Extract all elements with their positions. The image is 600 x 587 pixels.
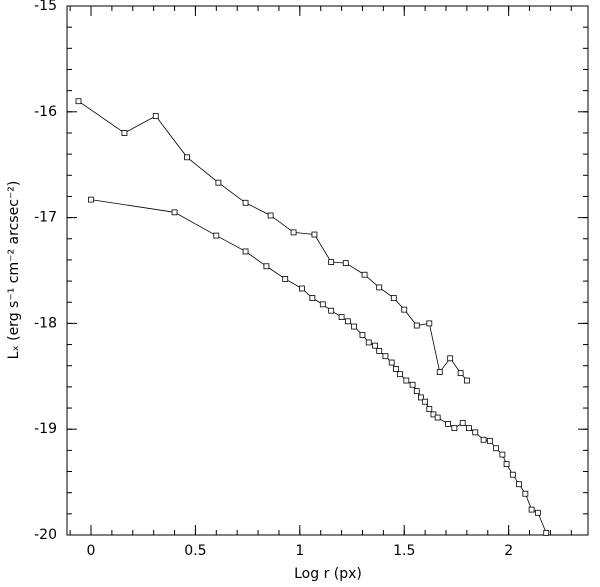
data-point	[382, 353, 389, 360]
x-tick-label: 1	[295, 543, 304, 559]
x-axis-label: Log r (px)	[294, 566, 362, 582]
data-point	[447, 355, 454, 362]
data-point	[152, 113, 159, 119]
data-point	[418, 394, 424, 401]
data-point	[543, 529, 550, 536]
x-tick-label: 2	[504, 543, 513, 559]
data-point	[401, 306, 408, 313]
data-point	[309, 295, 316, 301]
series-line	[90, 199, 547, 534]
data-point	[359, 332, 366, 338]
data-point	[392, 365, 399, 372]
data-point	[480, 436, 487, 443]
data-point	[436, 369, 443, 375]
data-point	[457, 370, 464, 377]
y-tick-label: -18	[34, 315, 57, 331]
data-point	[528, 506, 535, 513]
data-point	[388, 359, 395, 366]
data-point	[430, 411, 437, 418]
data-point	[282, 276, 289, 282]
data-point	[426, 320, 433, 327]
data-point	[328, 307, 335, 314]
data-point	[409, 381, 416, 388]
data-point	[390, 295, 397, 301]
data-point	[338, 314, 345, 320]
data-point	[311, 231, 318, 238]
y-axis-label: Lₓ (erg s⁻¹ cm⁻² arcsec⁻²)	[6, 181, 22, 360]
data-point	[171, 209, 178, 216]
data-point	[184, 154, 190, 161]
data-point	[376, 348, 383, 354]
x-tick-label: 0.5	[184, 543, 206, 559]
data-point	[361, 271, 368, 278]
data-point	[463, 377, 470, 384]
data-point	[434, 414, 441, 421]
data-point	[472, 429, 479, 436]
data-point	[445, 421, 451, 427]
data-point	[503, 461, 510, 468]
data-point	[299, 285, 305, 292]
y-tick-label: -20	[34, 527, 57, 543]
data-point	[213, 232, 220, 239]
x-tick-label: 0	[87, 543, 96, 559]
data-point	[499, 451, 506, 458]
data-point	[365, 339, 372, 346]
data-point	[242, 199, 249, 206]
data-point	[121, 130, 128, 136]
data-point	[534, 509, 541, 516]
data-point	[516, 481, 522, 488]
data-point	[88, 196, 94, 203]
data-point	[451, 425, 458, 432]
y-tick-label: -17	[34, 210, 57, 226]
data-point	[328, 259, 335, 265]
data-point	[75, 98, 82, 105]
data-point	[319, 301, 326, 308]
series-line	[78, 100, 468, 381]
data-point	[215, 179, 222, 186]
data-point	[403, 377, 410, 384]
data-point	[413, 322, 420, 329]
x-tick-label: 1.5	[393, 543, 415, 559]
data-point	[522, 490, 529, 497]
data-point	[372, 342, 378, 349]
data-point	[344, 318, 351, 325]
y-tick-label: -16	[34, 104, 57, 120]
data-point	[413, 388, 420, 395]
data-point	[486, 437, 493, 444]
data-point	[493, 445, 500, 452]
data-point	[242, 248, 249, 255]
data-point	[509, 471, 516, 478]
y-tick-label: -19	[34, 421, 57, 437]
data-point	[397, 371, 403, 378]
data-point	[422, 398, 429, 405]
data-point	[290, 229, 297, 236]
data-point	[466, 425, 472, 432]
data-point	[376, 284, 383, 291]
data-point	[342, 260, 349, 266]
data-point	[459, 419, 466, 426]
data-point	[351, 323, 358, 330]
plot-frame	[66, 5, 589, 536]
data-point	[263, 263, 270, 270]
data-point	[426, 406, 433, 412]
data-point	[267, 212, 274, 219]
y-tick-label: -15	[34, 0, 57, 14]
